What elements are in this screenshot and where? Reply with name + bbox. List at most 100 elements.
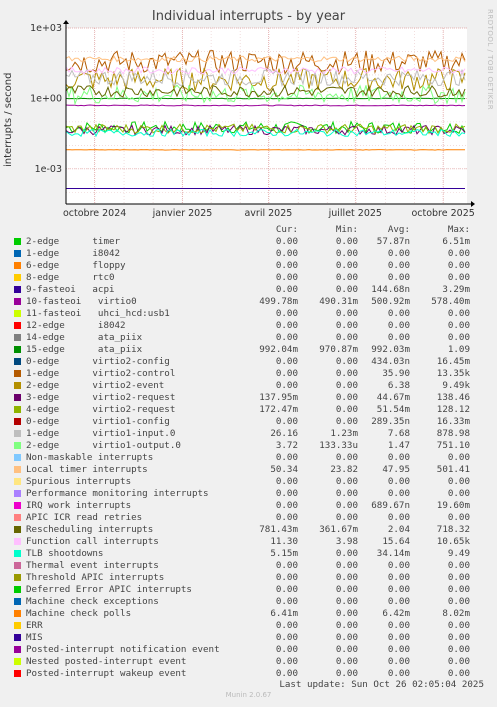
legend-value-cur: 0.00 xyxy=(275,620,298,631)
y-axis-arrow xyxy=(63,20,69,24)
x-tick-label: octobre 2025 xyxy=(411,208,474,219)
legend-value-avg: 35.90 xyxy=(382,368,410,379)
legend-value-avg: 0.00 xyxy=(387,332,410,343)
legend-row: Function call interrupts 11.30 3.98 15.64 10… xyxy=(0,536,497,548)
legend-value-max: 578.40m xyxy=(431,296,470,307)
legend-value-min: 970.87m xyxy=(319,344,358,355)
legend-series-name: ERR xyxy=(26,620,43,631)
y-tick-label: 1e-03 xyxy=(35,164,62,175)
legend-value-cur: 0.00 xyxy=(275,632,298,643)
legend-value-avg: 1.47 xyxy=(387,440,410,451)
legend-value-avg: 500.92m xyxy=(371,296,410,307)
legend-value-min: 0.00 xyxy=(335,272,358,283)
legend-row: 0-edge virtio2-config 0.00 0.00 434.03n 16.4… xyxy=(0,356,497,368)
legend-value-max: 128.12 xyxy=(436,404,470,415)
legend-row: Threshold APIC interrupts 0.00 0.00 0.00 0.0… xyxy=(0,572,497,584)
legend-row: Machine check exceptions 0.00 0.00 0.00 0.00 xyxy=(0,596,497,608)
legend-value-min: 0.00 xyxy=(335,452,358,463)
legend-value-cur: 0.00 xyxy=(275,308,298,319)
legend-row: 10-fasteoi virtio0 499.78m 490.31m 500.92m 5… xyxy=(0,296,497,308)
legend-row: Machine check polls 6.41m 0.00 6.42m 8.02m xyxy=(0,608,497,620)
legend-value-min: 0.00 xyxy=(335,236,358,247)
legend-value-avg: 0.00 xyxy=(387,560,410,571)
legend-swatch xyxy=(14,430,21,437)
legend-value-cur: 0.00 xyxy=(275,320,298,331)
series-line xyxy=(65,124,466,136)
legend-value-cur: 0.00 xyxy=(275,272,298,283)
series-line xyxy=(65,128,466,138)
legend-swatch xyxy=(14,442,21,449)
legend-value-max: 6.51m xyxy=(442,236,470,247)
x-tick-label: avril 2025 xyxy=(244,208,292,219)
legend-row: Local timer interrupts 50.34 23.82 47.95 501… xyxy=(0,464,497,476)
series-line xyxy=(65,84,466,98)
legend-swatch xyxy=(14,286,21,293)
x-axis-arrow xyxy=(471,201,475,207)
legend-value-cur: 0.00 xyxy=(275,656,298,667)
legend-value-min: 0.00 xyxy=(335,500,358,511)
legend-row: Non-maskable interrupts 0.00 0.00 0.00 0.00 xyxy=(0,452,497,464)
legend-value-avg: 15.64 xyxy=(382,536,410,547)
legend-swatch xyxy=(14,646,21,653)
legend-value-min: 0.00 xyxy=(335,380,358,391)
legend-series-name: 14-edge ata_piix xyxy=(26,332,143,343)
legend-series-name: 0-edge virtio2-config xyxy=(26,356,170,367)
legend-value-avg: 0.00 xyxy=(387,476,410,487)
legend-value-avg: 992.03m xyxy=(371,344,410,355)
legend-value-avg: 0.00 xyxy=(387,656,410,667)
legend-value-cur: 172.47m xyxy=(259,404,298,415)
legend-row: 1-edge i8042 0.00 0.00 0.00 0.00 xyxy=(0,248,497,260)
legend-value-cur: 26.16 xyxy=(270,428,298,439)
legend-series-name: 11-fasteoi uhci_hcd:usb1 xyxy=(26,308,170,319)
legend-value-cur: 0.00 xyxy=(275,572,298,583)
y-tick-label: 1e+00 xyxy=(30,93,62,104)
legend-row: Performance monitoring interrupts 0.00 0.0… xyxy=(0,488,497,500)
legend-value-min: 0.00 xyxy=(335,392,358,403)
legend-value-max: 0.00 xyxy=(447,644,470,655)
legend-value-avg: 0.00 xyxy=(387,632,410,643)
legend-series-name: 2-edge virtio2-event xyxy=(26,380,165,391)
legend-value-cur: 0.00 xyxy=(275,260,298,271)
legend-swatch xyxy=(14,322,21,329)
legend-value-avg: 0.00 xyxy=(387,452,410,463)
legend-value-cur: 0.00 xyxy=(275,584,298,595)
legend-row: 2-edge virtio1-output.0 3.72 133.33u 1.47 75… xyxy=(0,440,497,452)
legend-value-min: 23.82 xyxy=(330,464,358,475)
legend-value-max: 0.00 xyxy=(447,248,470,259)
legend-swatch xyxy=(14,418,21,425)
legend-series-name: MIS xyxy=(26,632,43,643)
legend-series-name: TLB shootdowns xyxy=(26,548,104,559)
legend-value-cur: 0.00 xyxy=(275,560,298,571)
legend-value-min: 0.00 xyxy=(335,476,358,487)
legend-value-cur: 781.43m xyxy=(259,524,298,535)
plot-area xyxy=(66,28,467,204)
legend-value-avg: 6.42m xyxy=(382,608,410,619)
legend-row: 11-fasteoi uhci_hcd:usb1 0.00 0.00 0.00 0.00 xyxy=(0,308,497,320)
legend-value-max: 0.00 xyxy=(447,632,470,643)
legend-series-name: Machine check exceptions xyxy=(26,596,159,607)
legend-value-cur: 992.04m xyxy=(259,344,298,355)
legend-value-cur: 0.00 xyxy=(275,356,298,367)
legend-row: MIS 0.00 0.00 0.00 0.00 xyxy=(0,632,497,644)
legend-value-cur: 0.00 xyxy=(275,416,298,427)
legend-series-name: Function call interrupts xyxy=(26,536,159,547)
legend-swatch xyxy=(14,502,21,509)
series-line xyxy=(65,120,466,135)
legend-value-max: 13.35k xyxy=(436,368,470,379)
series-line xyxy=(65,67,466,88)
legend-series-name: 15-edge ata_piix xyxy=(26,344,143,355)
legend-value-min: 0.00 xyxy=(335,632,358,643)
legend-value-cur: 0.00 xyxy=(275,236,298,247)
legend-value-max: 0.00 xyxy=(447,620,470,631)
legend-value-cur: 6.41m xyxy=(270,608,298,619)
legend-series-name: Performance monitoring interrupts xyxy=(26,488,209,499)
legend-value-cur: 499.78m xyxy=(259,296,298,307)
legend-value-avg: 0.00 xyxy=(387,620,410,631)
series-line xyxy=(65,104,466,107)
legend-value-avg: 0.00 xyxy=(387,596,410,607)
legend-swatch xyxy=(14,274,21,281)
legend-value-max: 3.29m xyxy=(442,284,470,295)
legend-value-max: 10.65k xyxy=(436,536,470,547)
legend-series-name: Thermal event interrupts xyxy=(26,560,159,571)
legend-row: 1-edge virtio2-control 0.00 0.00 35.90 13.35… xyxy=(0,368,497,380)
